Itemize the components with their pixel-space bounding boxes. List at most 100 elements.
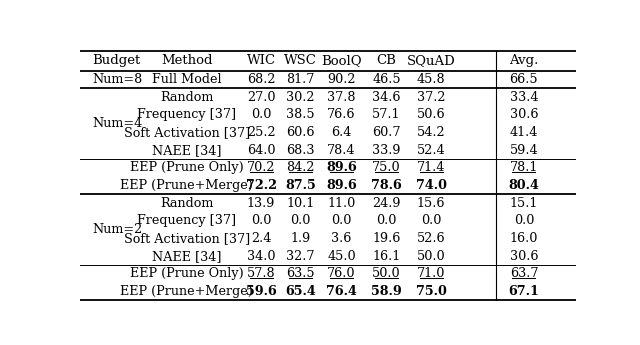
Text: NAEE [34]: NAEE [34] — [152, 144, 221, 157]
Text: 52.4: 52.4 — [417, 144, 445, 157]
Text: 59.6: 59.6 — [246, 285, 276, 298]
Text: EEP (Prune Only): EEP (Prune Only) — [130, 267, 243, 280]
Text: Num=4: Num=4 — [92, 117, 143, 130]
Text: Avg.: Avg. — [509, 54, 539, 67]
Text: 16.0: 16.0 — [509, 232, 538, 245]
Text: 68.2: 68.2 — [247, 73, 275, 86]
Text: Soft Activation [37]: Soft Activation [37] — [124, 126, 250, 139]
Text: 68.3: 68.3 — [287, 144, 315, 157]
Text: 0.0: 0.0 — [514, 214, 534, 227]
Text: 60.6: 60.6 — [287, 126, 315, 139]
Text: 0.0: 0.0 — [376, 214, 397, 227]
Text: 30.6: 30.6 — [509, 108, 538, 121]
Text: 37.8: 37.8 — [327, 91, 356, 103]
Text: 63.5: 63.5 — [287, 267, 315, 280]
Text: EEP (Prune+Merge): EEP (Prune+Merge) — [120, 179, 253, 192]
Text: 81.7: 81.7 — [287, 73, 315, 86]
Text: EEP (Prune+Merge): EEP (Prune+Merge) — [120, 285, 253, 298]
Text: 84.2: 84.2 — [287, 161, 315, 174]
Text: Method: Method — [161, 54, 212, 67]
Text: 15.1: 15.1 — [509, 197, 538, 210]
Text: 90.2: 90.2 — [327, 73, 356, 86]
Text: 58.9: 58.9 — [371, 285, 402, 298]
Text: 57.1: 57.1 — [372, 108, 401, 121]
Text: Random: Random — [160, 197, 213, 210]
Text: 0.0: 0.0 — [332, 214, 351, 227]
Text: NAEE [34]: NAEE [34] — [152, 250, 221, 263]
Text: 89.6: 89.6 — [326, 179, 356, 192]
Text: 50.0: 50.0 — [417, 250, 445, 263]
Text: SQuAD: SQuAD — [407, 54, 456, 67]
Text: 46.5: 46.5 — [372, 73, 401, 86]
Text: 59.4: 59.4 — [509, 144, 538, 157]
Text: 0.0: 0.0 — [251, 214, 271, 227]
Text: Random: Random — [160, 91, 213, 103]
Text: Budget: Budget — [92, 54, 141, 67]
Text: 0.0: 0.0 — [251, 108, 271, 121]
Text: Num=8: Num=8 — [92, 73, 143, 86]
Text: 67.1: 67.1 — [509, 285, 540, 298]
Text: 57.8: 57.8 — [247, 267, 275, 280]
Text: 75.0: 75.0 — [416, 285, 447, 298]
Text: 50.0: 50.0 — [372, 267, 401, 280]
Text: 72.2: 72.2 — [246, 179, 276, 192]
Text: 87.5: 87.5 — [285, 179, 316, 192]
Text: 2.4: 2.4 — [251, 232, 271, 245]
Text: 3.6: 3.6 — [332, 232, 351, 245]
Text: 45.8: 45.8 — [417, 73, 445, 86]
Text: 66.5: 66.5 — [509, 73, 538, 86]
Text: WSC: WSC — [284, 54, 317, 67]
Text: Full Model: Full Model — [152, 73, 221, 86]
Text: 76.0: 76.0 — [327, 267, 356, 280]
Text: CB: CB — [376, 54, 396, 67]
Text: 37.2: 37.2 — [417, 91, 445, 103]
Text: 33.4: 33.4 — [509, 91, 538, 103]
Text: 0.0: 0.0 — [291, 214, 311, 227]
Text: 24.9: 24.9 — [372, 197, 401, 210]
Text: 89.6: 89.6 — [326, 161, 356, 174]
Text: 60.7: 60.7 — [372, 126, 401, 139]
Text: Soft Activation [37]: Soft Activation [37] — [124, 232, 250, 245]
Text: 64.0: 64.0 — [247, 144, 275, 157]
Text: 34.0: 34.0 — [247, 250, 275, 263]
Text: 63.7: 63.7 — [509, 267, 538, 280]
Text: 30.6: 30.6 — [509, 250, 538, 263]
Text: 78.6: 78.6 — [371, 179, 402, 192]
Text: 6.4: 6.4 — [332, 126, 351, 139]
Text: Frequency [37]: Frequency [37] — [137, 108, 236, 121]
Text: 15.6: 15.6 — [417, 197, 445, 210]
Text: 45.0: 45.0 — [327, 250, 356, 263]
Text: 13.9: 13.9 — [247, 197, 275, 210]
Text: 16.1: 16.1 — [372, 250, 401, 263]
Text: 0.0: 0.0 — [421, 214, 442, 227]
Text: EEP (Prune Only): EEP (Prune Only) — [130, 161, 243, 174]
Text: 76.4: 76.4 — [326, 285, 357, 298]
Text: Num=2: Num=2 — [92, 223, 143, 236]
Text: 78.4: 78.4 — [327, 144, 356, 157]
Text: 10.1: 10.1 — [287, 197, 315, 210]
Text: 75.0: 75.0 — [372, 161, 401, 174]
Text: 41.4: 41.4 — [509, 126, 538, 139]
Text: BoolQ: BoolQ — [321, 54, 362, 67]
Text: 33.9: 33.9 — [372, 144, 401, 157]
Text: 80.4: 80.4 — [509, 179, 540, 192]
Text: Frequency [37]: Frequency [37] — [137, 214, 236, 227]
Text: 38.5: 38.5 — [287, 108, 315, 121]
Text: 71.4: 71.4 — [417, 161, 445, 174]
Text: 76.6: 76.6 — [327, 108, 356, 121]
Text: 74.0: 74.0 — [415, 179, 447, 192]
Text: 65.4: 65.4 — [285, 285, 316, 298]
Text: 34.6: 34.6 — [372, 91, 401, 103]
Text: WIC: WIC — [246, 54, 276, 67]
Text: 1.9: 1.9 — [291, 232, 311, 245]
Text: 50.6: 50.6 — [417, 108, 445, 121]
Text: 30.2: 30.2 — [287, 91, 315, 103]
Text: 70.2: 70.2 — [247, 161, 275, 174]
Text: 25.2: 25.2 — [247, 126, 275, 139]
Text: 11.0: 11.0 — [327, 197, 355, 210]
Text: 19.6: 19.6 — [372, 232, 401, 245]
Text: 52.6: 52.6 — [417, 232, 445, 245]
Text: 27.0: 27.0 — [247, 91, 275, 103]
Text: 54.2: 54.2 — [417, 126, 445, 139]
Text: 71.0: 71.0 — [417, 267, 445, 280]
